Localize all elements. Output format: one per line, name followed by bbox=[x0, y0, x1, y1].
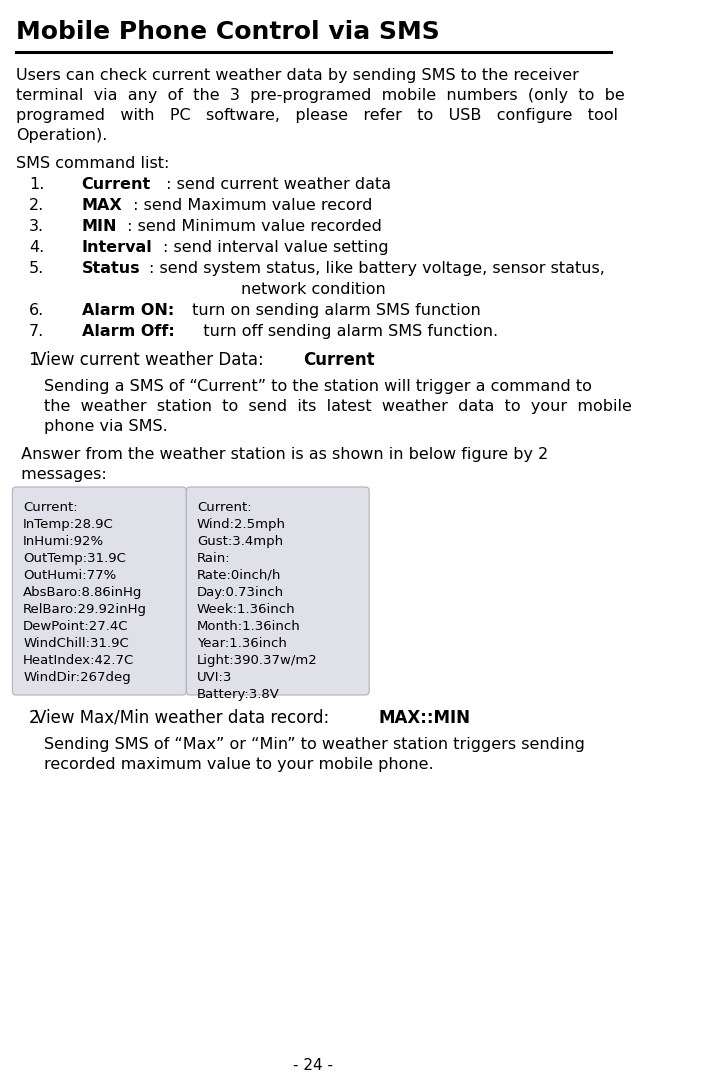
Text: 4.: 4. bbox=[29, 240, 44, 255]
Text: : send system status, like battery voltage, sensor status,: : send system status, like battery volta… bbox=[149, 261, 604, 276]
Text: Alarm ON:: Alarm ON: bbox=[82, 303, 174, 318]
Text: : send Maximum value record: : send Maximum value record bbox=[128, 198, 373, 213]
Text: messages:: messages: bbox=[16, 467, 107, 482]
Text: Gust:3.4mph: Gust:3.4mph bbox=[197, 535, 283, 548]
Text: Year:1.36inch: Year:1.36inch bbox=[197, 637, 287, 650]
Text: Alarm Off:: Alarm Off: bbox=[82, 324, 174, 339]
Text: AbsBaro:8.86inHg: AbsBaro:8.86inHg bbox=[23, 586, 143, 599]
Text: turn off sending alarm SMS function.: turn off sending alarm SMS function. bbox=[188, 324, 498, 339]
Text: 2.: 2. bbox=[28, 709, 44, 728]
Text: Day:0.73inch: Day:0.73inch bbox=[197, 586, 284, 599]
Text: 1.: 1. bbox=[29, 177, 44, 192]
Text: Interval: Interval bbox=[82, 240, 152, 255]
Text: : send interval value setting: : send interval value setting bbox=[162, 240, 388, 255]
Text: 3.: 3. bbox=[29, 219, 44, 233]
Text: terminal  via  any  of  the  3  pre-programed  mobile  numbers  (only  to  be: terminal via any of the 3 pre-programed … bbox=[16, 88, 625, 103]
Text: Current: Current bbox=[82, 177, 151, 192]
Text: RelBaro:29.92inHg: RelBaro:29.92inHg bbox=[23, 603, 147, 616]
Text: : send current weather data: : send current weather data bbox=[161, 177, 391, 192]
Text: - 24 -: - 24 - bbox=[293, 1058, 333, 1073]
Text: 7.: 7. bbox=[29, 324, 44, 339]
Text: InTemp:28.9C: InTemp:28.9C bbox=[23, 518, 114, 531]
Text: Battery:3.8V: Battery:3.8V bbox=[197, 688, 280, 700]
Text: Rate:0inch/h: Rate:0inch/h bbox=[197, 569, 282, 582]
Text: Wind:2.5mph: Wind:2.5mph bbox=[197, 518, 286, 531]
Text: 1.: 1. bbox=[28, 351, 44, 369]
Text: Users can check current weather data by sending SMS to the receiver: Users can check current weather data by … bbox=[16, 68, 579, 83]
Text: Mobile Phone Control via SMS: Mobile Phone Control via SMS bbox=[16, 21, 440, 44]
Text: InHumi:92%: InHumi:92% bbox=[23, 535, 104, 548]
Text: 2.: 2. bbox=[29, 198, 44, 213]
Text: the  weather  station  to  send  its  latest  weather  data  to  your  mobile: the weather station to send its latest w… bbox=[44, 399, 633, 414]
Text: programed   with   PC   software,   please   refer   to   USB   configure   tool: programed with PC software, please refer… bbox=[16, 108, 618, 123]
Text: Rain:: Rain: bbox=[197, 552, 231, 565]
Text: View current weather Data:: View current weather Data: bbox=[35, 351, 270, 369]
Text: MAX::MIN: MAX::MIN bbox=[378, 709, 470, 728]
Text: MAX: MAX bbox=[82, 198, 122, 213]
Text: Current: Current bbox=[304, 351, 375, 369]
Text: : send Minimum value recorded: : send Minimum value recorded bbox=[122, 219, 382, 233]
Text: turn on sending alarm SMS function: turn on sending alarm SMS function bbox=[187, 303, 481, 318]
Text: OutHumi:77%: OutHumi:77% bbox=[23, 569, 116, 582]
Text: OutTemp:31.9C: OutTemp:31.9C bbox=[23, 552, 126, 565]
FancyBboxPatch shape bbox=[186, 488, 369, 695]
Text: Current:: Current: bbox=[197, 501, 251, 513]
Text: WindChill:31.9C: WindChill:31.9C bbox=[23, 637, 128, 650]
Text: View Max/Min weather data record:: View Max/Min weather data record: bbox=[35, 709, 335, 728]
Text: Week:1.36inch: Week:1.36inch bbox=[197, 603, 296, 616]
Text: recorded maximum value to your mobile phone.: recorded maximum value to your mobile ph… bbox=[44, 757, 434, 772]
Text: Answer from the weather station is as shown in below figure by 2: Answer from the weather station is as sh… bbox=[16, 448, 549, 462]
Text: UVI:3: UVI:3 bbox=[197, 671, 232, 684]
Text: Sending a SMS of “Current” to the station will trigger a command to: Sending a SMS of “Current” to the statio… bbox=[44, 379, 592, 393]
Text: Operation).: Operation). bbox=[16, 128, 107, 143]
FancyBboxPatch shape bbox=[13, 488, 186, 695]
Text: 5.: 5. bbox=[29, 261, 44, 276]
Text: SMS command list:: SMS command list: bbox=[16, 156, 169, 171]
Text: MIN: MIN bbox=[82, 219, 117, 233]
Text: Current:: Current: bbox=[23, 501, 78, 513]
Text: network condition: network condition bbox=[241, 282, 385, 297]
Text: Month:1.36inch: Month:1.36inch bbox=[197, 620, 301, 633]
Text: phone via SMS.: phone via SMS. bbox=[44, 419, 168, 433]
Text: 6.: 6. bbox=[29, 303, 44, 318]
Text: Status: Status bbox=[82, 261, 140, 276]
Text: HeatIndex:42.7C: HeatIndex:42.7C bbox=[23, 654, 134, 667]
Text: Sending SMS of “Max” or “Min” to weather station triggers sending: Sending SMS of “Max” or “Min” to weather… bbox=[44, 737, 585, 752]
Text: DewPoint:27.4C: DewPoint:27.4C bbox=[23, 620, 128, 633]
Text: Light:390.37w/m2: Light:390.37w/m2 bbox=[197, 654, 318, 667]
Text: WindDir:267deg: WindDir:267deg bbox=[23, 671, 131, 684]
